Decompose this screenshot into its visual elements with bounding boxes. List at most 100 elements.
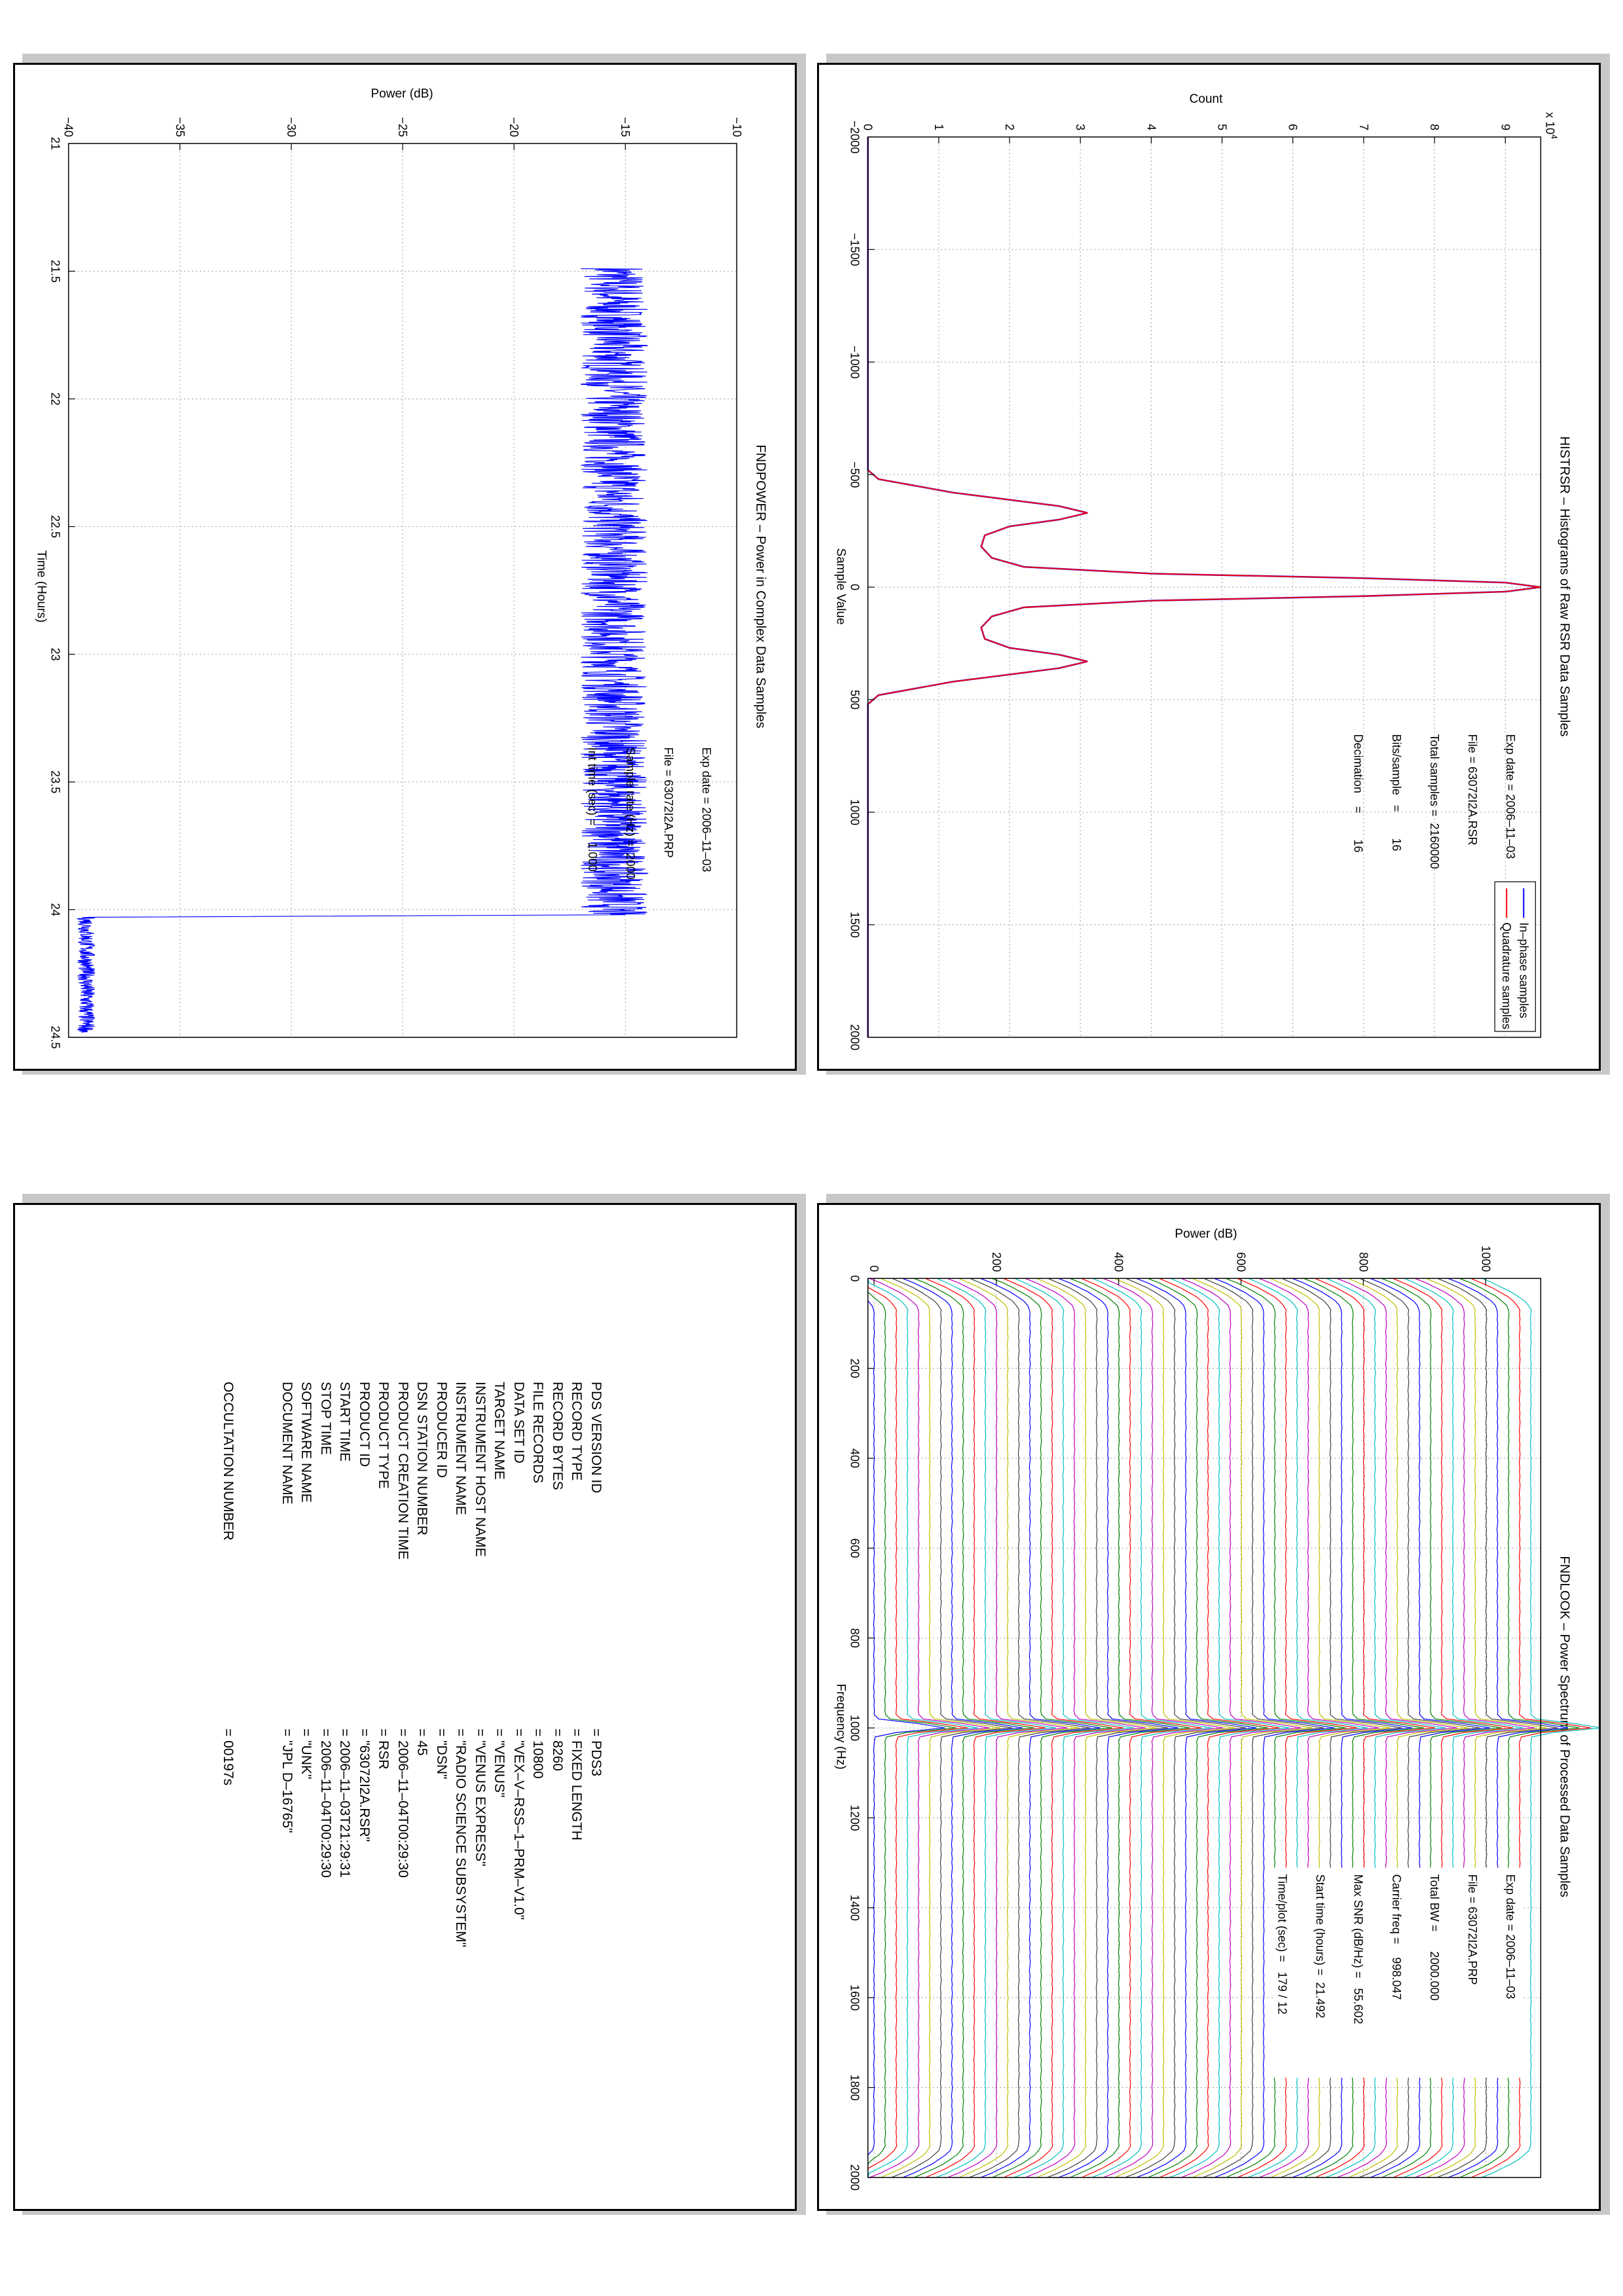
fndlook-trace <box>867 1278 968 2178</box>
label-key: FILE RECORDS <box>530 1382 546 1484</box>
label-key: INSTRUMENT HOST NAME <box>473 1382 488 1557</box>
histrsr-xtick-label: −1000 <box>848 346 862 379</box>
histrsr-annotations: Exp date = 2006–11–03 File = 63072I2A.RS… <box>1352 734 1518 869</box>
fndlook-trace <box>925 1278 1046 2178</box>
histrsr-panel: HISTRSR – Histograms of Raw RSR Data Sam… <box>817 63 1601 1071</box>
fndpower-ann-2: Sample rate (Hz) = 2000 <box>624 747 637 880</box>
fndlook-xtick-label: 1800 <box>848 2074 862 2100</box>
fndlook-trace <box>1013 1278 1135 2178</box>
fndpower-xtick-label: 23.5 <box>49 770 62 793</box>
fndpower-panel: FNDPOWER – Power in Complex Data Samples… <box>13 63 797 1071</box>
fndlook-trace <box>1058 1278 1179 2178</box>
fndlook-trace <box>969 1278 1091 2178</box>
fndlook-chart: FNDLOOK – Power Spectrum of Processed Da… <box>834 1227 1599 2191</box>
label-value: = "JPL D–16765" <box>280 1729 295 1833</box>
histrsr-ytick-label: 7 <box>1357 124 1370 130</box>
label-key: RECORD BYTES <box>550 1382 565 1490</box>
fndlook-ann-0: Exp date = 2006–11–03 <box>1504 1874 1517 2000</box>
fndlook-ann-2: Total BW = 2000.000 <box>1428 1874 1441 2001</box>
label-value: = FIXED LENGTH <box>569 1729 585 1840</box>
histrsr-ytick-label: 5 <box>1216 124 1229 130</box>
label-value: = "VEX–V–RSS–1–PRM–V1.0" <box>511 1729 526 1920</box>
fndlook-ytick-label: 1000 <box>1479 1246 1492 1272</box>
fndlook-xtick-label: 1400 <box>848 1895 862 1921</box>
histrsr-xtick-label: 1500 <box>848 912 862 938</box>
label-key: RECORD TYPE <box>569 1382 585 1481</box>
histrsr-ann-2: Total samples = 2160000 <box>1428 734 1441 869</box>
fndpower-ytick-label: −25 <box>396 117 409 137</box>
histrsr-xtick-label: 0 <box>848 584 862 590</box>
histrsr-ytick-label: 8 <box>1428 124 1441 130</box>
label-value: = "RADIO SCIENCE SUBSYSTEM" <box>453 1729 469 1948</box>
label-value: = "DSN" <box>434 1729 449 1780</box>
fndpower-xtick-label: 21 <box>49 137 62 150</box>
fndlook-panel: FNDLOOK – Power Spectrum of Processed Da… <box>817 1203 1601 2211</box>
fndpower-xtick-label: 23 <box>49 648 62 661</box>
fndlook-trace <box>947 1278 1068 2178</box>
fndpower-ytick-label: −40 <box>62 117 75 137</box>
fndlook-ytick-label: 800 <box>1357 1252 1370 1272</box>
fndlook-trace <box>1159 1278 1280 2178</box>
fndpower-ytick-label: −15 <box>619 117 632 137</box>
fndpower-title: FNDPOWER – Power in Complex Data Samples <box>753 444 767 728</box>
fndlook-ytick-label: 0 <box>867 1265 881 1272</box>
fndlook-trace <box>1036 1278 1158 2178</box>
fndlook-trace <box>1169 1278 1290 2178</box>
fndlook-trace <box>867 1278 979 2178</box>
fndlook-trace <box>867 1278 945 2178</box>
histrsr-xtick-label: 1000 <box>848 799 862 825</box>
fndpower-xtick-label: 24 <box>49 903 62 916</box>
histrsr-xtick-label: 500 <box>848 690 862 709</box>
fndlook-trace <box>1203 1278 1324 2178</box>
fndlook-ann-3: Carrier freq = 998.047 <box>1390 1874 1403 2000</box>
histrsr-xlabel: Sample Value <box>834 548 848 625</box>
label-value: = 2006–11–04T00:29:30 <box>395 1729 410 1878</box>
fndlook-xtick-label: 600 <box>848 1538 862 1558</box>
fndlook-trace <box>958 1278 1080 2178</box>
label-key: PDS VERSION ID <box>589 1382 604 1494</box>
histrsr-chart: HISTRSR – Histograms of Raw RSR Data Sam… <box>834 92 1572 1050</box>
fndlook-trace <box>980 1278 1101 2178</box>
histrsr-ytick-label: 3 <box>1074 124 1087 130</box>
label-key: PRODUCT CREATION TIME <box>395 1382 410 1560</box>
fndlook-trace <box>1103 1278 1224 2178</box>
label-value: = RSR <box>376 1729 392 1770</box>
fndlook-xtick-label: 1600 <box>848 1984 862 2011</box>
fndlook-trace <box>1003 1278 1124 2178</box>
fndlook-xtick-label: 800 <box>848 1628 862 1648</box>
label-value: = "63072I2A.RSR" <box>357 1729 372 1842</box>
label-key: STOP TIME <box>318 1382 333 1456</box>
fndlook-trace <box>1214 1278 1335 2178</box>
fndlook-trace <box>1114 1278 1235 2178</box>
fndlook-trace <box>1136 1278 1257 2178</box>
fndlook-ann-4: Max SNR (dB/Hz) = 55.602 <box>1352 1874 1365 2024</box>
fndpower-chart: FNDPOWER – Power in Complex Data Samples… <box>35 87 768 1049</box>
fndlook-ann-1: File = 63072I2A.PRP <box>1466 1874 1479 1985</box>
label-value: = 45 <box>414 1729 430 1756</box>
label-key: PRODUCER ID <box>434 1382 449 1479</box>
histrsr-ann-1: File = 63072I2A.RSR <box>1466 734 1479 846</box>
fndpower-xtick-label: 22 <box>49 392 62 405</box>
fndlook-trace <box>1147 1278 1268 2178</box>
histrsr-title: HISTRSR – Histograms of Raw RSR Data Sam… <box>1557 437 1571 737</box>
histrsr-ytick-label: 1 <box>932 124 945 130</box>
fndlook-ann-6: Time/plot (sec) = 179 / 12 <box>1275 1874 1288 2015</box>
label-key: PRODUCT TYPE <box>376 1382 392 1489</box>
fndpower-ann-0: Exp date = 2006–11–03 <box>700 747 713 872</box>
histrsr-ytick-label: 6 <box>1286 124 1300 130</box>
fndpower-ytick-label: −35 <box>173 117 187 137</box>
legend-label-quadrature: Quadrature samples <box>1500 922 1513 1029</box>
fndlook-trace <box>1081 1278 1202 2178</box>
label-value: = 2006–11–03T21:29:31 <box>337 1729 353 1878</box>
legend-label-inphase: In–phase samples <box>1517 922 1530 1018</box>
fndlook-xtick-label: 1200 <box>848 1804 862 1831</box>
histrsr-xtick-label: −500 <box>848 461 862 488</box>
fndlook-ylabel: Power (dB) <box>1175 1227 1237 1241</box>
fndpower-xtick-label: 24.5 <box>49 1026 62 1049</box>
fndpower-xlabel: Time (Hours) <box>35 550 48 622</box>
fndlook-ann-5: Start time (hours) = 21.492 <box>1313 1874 1326 2018</box>
fndlook-trace <box>867 1278 957 2178</box>
fndpower-xtick-label: 21.5 <box>49 260 62 283</box>
label-key: INSTRUMENT NAME <box>453 1382 469 1515</box>
label-value: = 10800 <box>530 1729 546 1779</box>
